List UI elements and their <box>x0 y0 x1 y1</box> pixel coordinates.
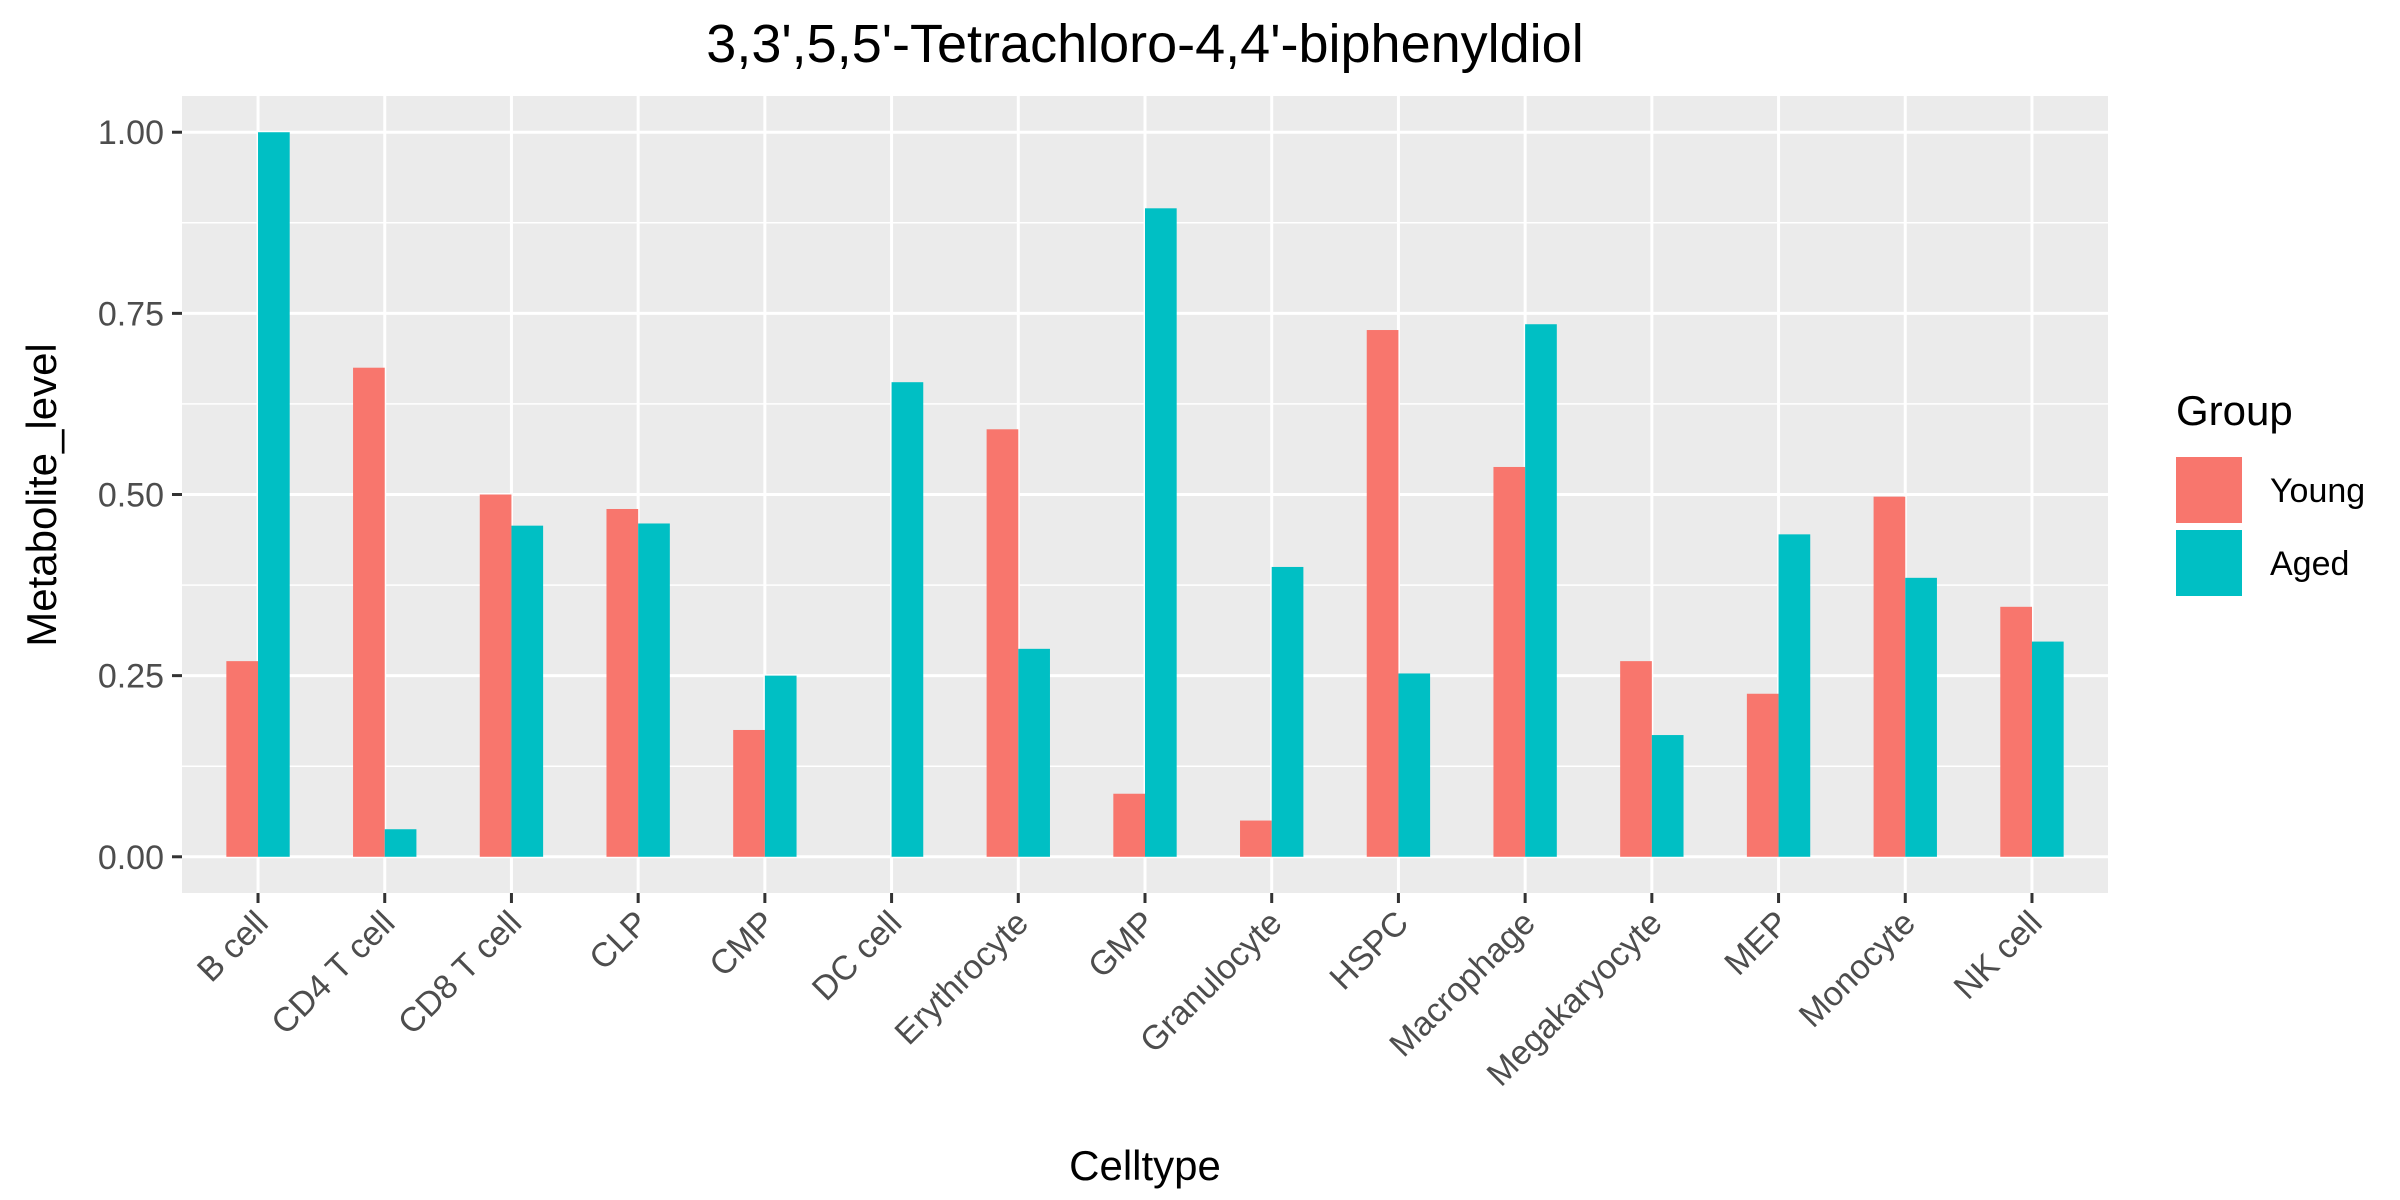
x-tick-label: B cell <box>190 904 276 990</box>
y-axis-title: Metabolite_level <box>18 343 65 647</box>
bar-young <box>1113 793 1145 857</box>
bar-young <box>986 429 1019 857</box>
bar-young <box>1746 693 1779 857</box>
x-tick-label: HSPC <box>1322 904 1416 998</box>
x-tick-label: DC cell <box>805 904 909 1008</box>
bar-aged <box>638 523 670 857</box>
bar-aged <box>1398 673 1431 857</box>
x-tick-label: GMP <box>1081 904 1163 986</box>
bar-young <box>1873 496 1906 857</box>
y-tick-label: 0.50 <box>98 477 164 515</box>
bar-aged <box>1271 566 1304 857</box>
bar-aged <box>1778 534 1811 857</box>
legend-title: Group <box>2176 387 2293 434</box>
bar-young <box>1366 330 1399 857</box>
chart-title: 3,3',5,5'-Tetrachloro-4,4'-biphenyldiol <box>706 14 1583 74</box>
bar-aged <box>1905 577 1937 857</box>
bar-aged <box>384 829 417 857</box>
bar-young <box>606 508 639 857</box>
y-tick-label: 1.00 <box>98 114 164 152</box>
bar-young <box>733 729 765 857</box>
bar-aged <box>1525 324 1557 857</box>
legend-label: Young <box>2270 472 2365 510</box>
x-tick-label: MEP <box>1717 904 1796 983</box>
bar-young <box>479 494 512 857</box>
bar-young <box>1620 661 1652 857</box>
bars <box>226 132 2064 857</box>
y-tick-label: 0.25 <box>98 658 164 696</box>
bar-young <box>226 661 259 857</box>
legend: Group Young Aged <box>2176 387 2365 596</box>
y-tick-label: 0.75 <box>98 295 164 333</box>
legend-key-aged <box>2176 530 2242 596</box>
bar-aged <box>1651 735 1684 857</box>
legend-label: Aged <box>2270 545 2349 583</box>
bar-young <box>2000 606 2032 857</box>
bar-aged <box>2031 641 2064 857</box>
x-tick-label: CD8 T cell <box>391 904 529 1042</box>
bar-aged <box>764 675 797 857</box>
y-tick-label: 0.00 <box>98 839 164 877</box>
bar-aged <box>1145 208 1177 857</box>
x-axis-title: Celltype <box>1069 1142 1221 1189</box>
bar-young <box>1240 820 1272 857</box>
bar-aged <box>891 382 924 857</box>
bar-young <box>1493 466 1526 857</box>
bar-young <box>353 367 385 857</box>
bar-aged <box>258 132 290 857</box>
x-tick-label: Erythrocyte <box>887 904 1035 1052</box>
bar-aged <box>1018 648 1050 857</box>
bar-aged <box>511 525 544 857</box>
x-tick-label: CLP <box>582 904 656 978</box>
x-tick-label: Monocyte <box>1792 904 1923 1035</box>
y-axis: 0.00 0.25 0.50 0.75 1.00 <box>98 114 182 877</box>
x-tick-label: NK cell <box>1947 904 2050 1007</box>
x-tick-label: CD4 T cell <box>264 904 402 1042</box>
legend-key-young <box>2176 457 2242 523</box>
x-tick-label: CMP <box>702 904 782 984</box>
